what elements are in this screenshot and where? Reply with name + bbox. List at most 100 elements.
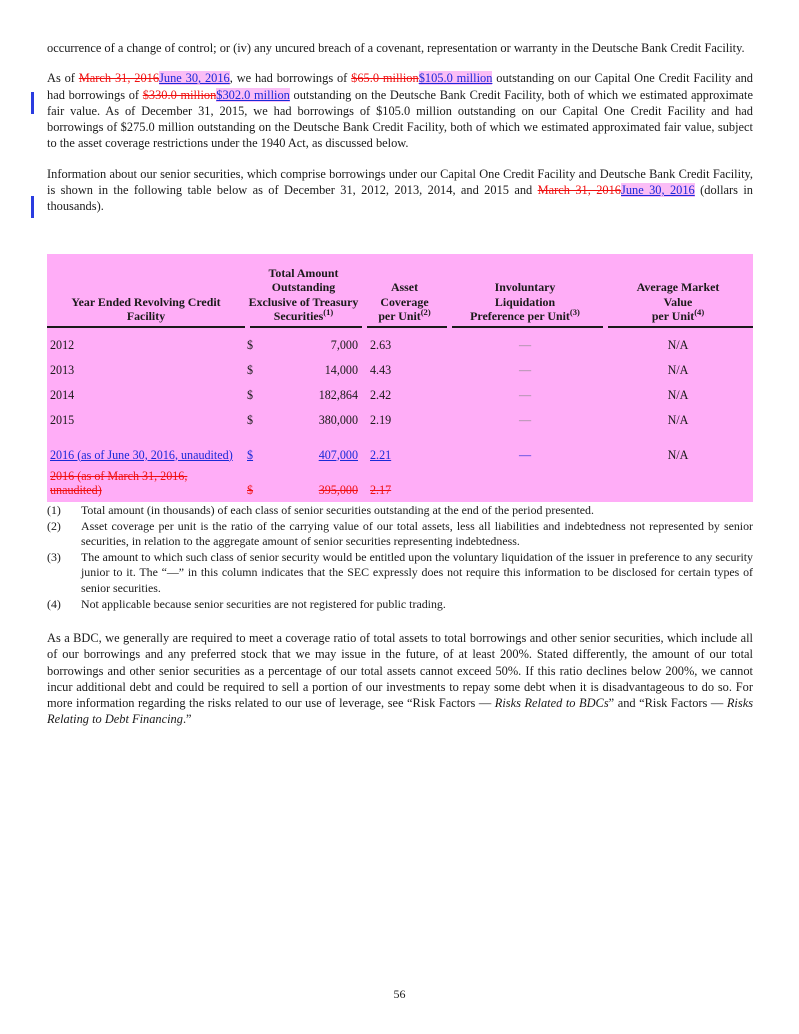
- footnote-item: (1) Total amount (in thousands) of each …: [47, 503, 753, 519]
- p2-seg2: , we had borrowings of: [229, 71, 352, 86]
- footnote-text: The amount to which such class of senior…: [81, 549, 753, 595]
- table-row-spacer: [47, 428, 753, 438]
- header-line-2: Coverage: [380, 294, 429, 309]
- rule-col-4: [447, 324, 603, 328]
- p2-seg3: outstanding on our Capital One Credit Fa…: [47, 71, 754, 102]
- p4-seg1: As a BDC, we generally are required to m…: [47, 631, 753, 711]
- footnotes-list: (1) Total amount (in thousands) of each …: [47, 503, 753, 612]
- senior-securities-table: Year Ended Revolving Credit Facility Tot…: [47, 254, 753, 502]
- p2-deleted-amount-2: $330.0 million: [142, 87, 217, 102]
- row-label-line-2: unaudited): [50, 482, 102, 497]
- table-header-row: Year Ended Revolving Credit Facility Tot…: [47, 266, 753, 324]
- row-coverage: 2.21: [370, 447, 392, 462]
- row-label: 2014: [50, 387, 75, 402]
- rule-col-1: [47, 324, 245, 328]
- body-text: occurrence of a change of control; or (i…: [47, 40, 753, 215]
- table-row: 2015 $ 380,000 2.19 — N/A: [47, 403, 753, 428]
- table-top-spacer: [47, 254, 753, 266]
- p2-inserted-amount-2: $302.0 million: [216, 87, 290, 102]
- row-coverage: 2.42: [370, 387, 392, 402]
- row-coverage: 2.19: [370, 412, 392, 427]
- footnote-number: (3): [47, 549, 61, 564]
- p4-seg2: ” and “Risk Factors —: [608, 696, 727, 711]
- row-amount: 380,000: [318, 412, 358, 427]
- header-year-ended-revolving-credit-facility: Year Ended Revolving Credit Facility: [47, 266, 245, 324]
- row-coverage: 2.63: [370, 337, 392, 352]
- paragraph-2: As of March 31, 2016June 30, 2016, we ha…: [47, 70, 753, 151]
- row-label: 2016 (as of June 30, 2016, unaudited): [50, 447, 233, 462]
- p4-seg3: .”: [182, 712, 192, 727]
- closing-paragraph-container: As a BDC, we generally are required to m…: [47, 630, 753, 728]
- table-bottom-spacer: [47, 497, 753, 502]
- p2-inserted-amount-1: $105.0 million: [418, 71, 493, 86]
- change-bar-paragraph-2: [31, 92, 34, 114]
- header-line-3: per Unit(4): [651, 307, 705, 324]
- p3-deleted-date: March 31, 2016: [537, 183, 621, 198]
- row-dollar-sign: $: [247, 337, 254, 352]
- row-amount: 182,864: [318, 387, 358, 402]
- rule-col-5: [603, 324, 753, 328]
- paragraph-3: Information about our senior securities,…: [47, 166, 753, 215]
- row-involuntary: —: [518, 447, 532, 462]
- p3-inserted-date: June 30, 2016: [621, 183, 695, 198]
- header-involuntary-liquidation-preference-per-unit: Involuntary Liquidation Preference per U…: [447, 266, 603, 324]
- header-average-market-value-per-unit: Average Market Value per Unit(4): [603, 266, 753, 324]
- footnote-number: (4): [47, 596, 61, 611]
- header-line-2: Value: [663, 294, 693, 309]
- row-label: 2015: [50, 412, 75, 427]
- paragraph-1: occurrence of a change of control; or (i…: [47, 40, 753, 56]
- row-average-market-value: N/A: [667, 337, 689, 352]
- p2-seg4: outstanding on the Deutsche Bank Credit …: [47, 87, 753, 151]
- row-amount: 14,000: [324, 362, 358, 377]
- row-amount: 407,000: [318, 447, 358, 462]
- footnote-item: (4) Not applicable because senior securi…: [47, 597, 753, 613]
- rule-col-2: [245, 324, 362, 328]
- table-row-deleted-2016: 2016 (as of March 31, 2016, unaudited) $…: [47, 463, 753, 497]
- p2-inserted-date: June 30, 2016: [159, 71, 230, 86]
- row-involuntary: —: [518, 362, 532, 377]
- row-dollar-sign: $: [247, 387, 254, 402]
- row-dollar-sign: $: [247, 362, 254, 377]
- row-involuntary: [447, 463, 603, 497]
- header-line-1: Involuntary: [494, 280, 556, 295]
- table-row: 2014 $ 182,864 2.42 — N/A: [47, 378, 753, 403]
- footnote-ref-4: (4): [694, 307, 705, 318]
- table-row: 2013 $ 14,000 4.43 — N/A: [47, 353, 753, 378]
- p3-seg2: (dollars in thousands).: [47, 183, 753, 214]
- footnote-ref-2: (2): [420, 307, 431, 318]
- row-involuntary: —: [518, 387, 532, 402]
- row-label: 2016 (as of March 31, 2016, unaudited): [47, 463, 245, 497]
- table-header-rule-row: [47, 324, 753, 328]
- p2-deleted-amount-1: $65.0 million: [351, 71, 419, 86]
- row-dollar-sign: $: [247, 482, 254, 497]
- rule-col-3: [362, 324, 447, 328]
- row-label: 2012: [50, 337, 75, 352]
- header-line-2: Facility: [126, 309, 166, 324]
- header-asset-coverage-per-unit: Asset Coverage per Unit(2): [362, 266, 447, 324]
- footnote-text: Total amount (in thousands) of each clas…: [81, 503, 594, 517]
- footnote-number: (1): [47, 503, 61, 517]
- p4-italic-1: Risks Related to BDCs: [494, 696, 609, 711]
- header-line-3: Preference per Unit(3): [470, 307, 580, 324]
- footnote-item: (3) The amount to which such class of se…: [47, 550, 753, 597]
- paragraph-1-text: occurrence of a change of control; or (i…: [47, 41, 745, 55]
- change-bar-paragraph-3: [31, 196, 34, 218]
- row-amount: 7,000: [330, 337, 358, 352]
- header-line-1: Average Market: [636, 280, 720, 295]
- p3-seg1: Information about our senior securities,…: [47, 166, 753, 198]
- row-dollar-sign: $: [247, 412, 254, 427]
- row-coverage: 4.43: [370, 362, 392, 377]
- footnote-text: Not applicable because senior securities…: [81, 596, 446, 611]
- header-line-3: per Unit(2): [378, 307, 431, 324]
- header-line-1: Asset: [390, 280, 419, 295]
- row-dollar-sign: $: [247, 447, 254, 462]
- row-involuntary: —: [518, 412, 532, 427]
- paragraph-4: As a BDC, we generally are required to m…: [47, 630, 753, 728]
- row-average-market-value: N/A: [667, 412, 689, 427]
- header-line-1: Year Ended Revolving Credit: [71, 294, 221, 309]
- footnote-ref-1: (1): [323, 307, 334, 318]
- p2-seg1: As of: [47, 71, 79, 86]
- row-label-line-1: 2016 (as of March 31, 2016,: [50, 468, 188, 483]
- footnote-text: Asset coverage per unit is the ratio of …: [81, 518, 753, 549]
